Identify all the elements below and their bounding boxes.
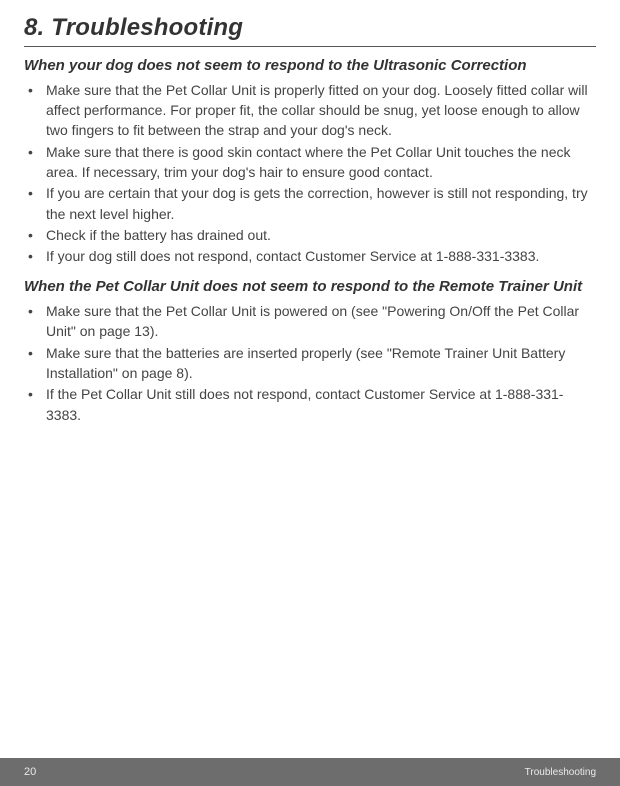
list-item: If the Pet Collar Unit still does not re… bbox=[24, 384, 596, 425]
page-content: 8. Troubleshooting When your dog does no… bbox=[0, 0, 620, 758]
list-item: Make sure that the Pet Collar Unit is pr… bbox=[24, 80, 596, 141]
list-item: Make sure that the Pet Collar Unit is po… bbox=[24, 301, 596, 342]
subsection-heading: When your dog does not seem to respond t… bbox=[24, 57, 596, 76]
troubleshooting-list: Make sure that the Pet Collar Unit is po… bbox=[24, 301, 596, 425]
section-title: 8. Troubleshooting bbox=[24, 14, 596, 47]
list-item: Make sure that the batteries are inserte… bbox=[24, 343, 596, 384]
footer-label: Troubleshooting bbox=[525, 767, 596, 778]
page-footer: 20 Troubleshooting bbox=[0, 758, 620, 786]
list-item: Check if the battery has drained out. bbox=[24, 225, 596, 245]
troubleshooting-list: Make sure that the Pet Collar Unit is pr… bbox=[24, 80, 596, 267]
list-item: If you are certain that your dog is gets… bbox=[24, 183, 596, 224]
list-item: Make sure that there is good skin contac… bbox=[24, 142, 596, 183]
page-number: 20 bbox=[24, 766, 36, 778]
subsection-heading: When the Pet Collar Unit does not seem t… bbox=[24, 278, 596, 297]
list-item: If your dog still does not respond, cont… bbox=[24, 246, 596, 266]
